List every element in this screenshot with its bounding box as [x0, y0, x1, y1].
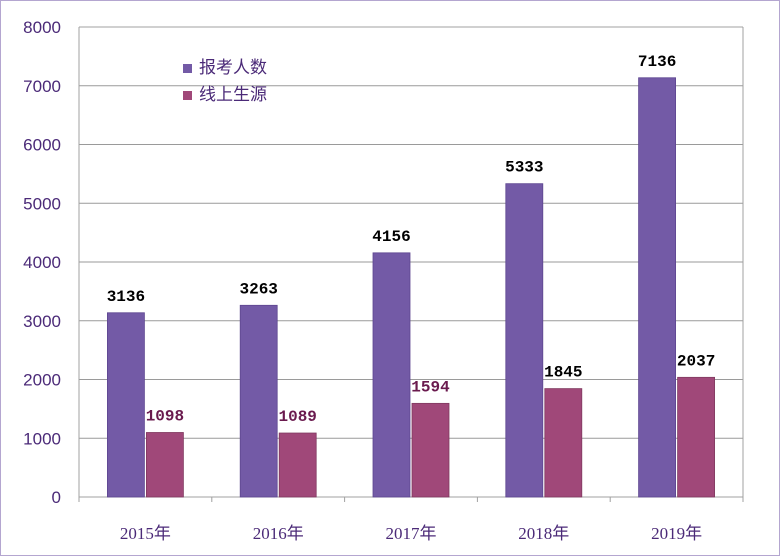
y-tick-label: 7000: [23, 77, 61, 96]
data-label-series-1: 5333: [505, 159, 543, 177]
legend-swatch: [183, 64, 192, 73]
bar-series-1: [638, 77, 676, 498]
bar-series-2: [677, 376, 715, 498]
y-tick-label: 8000: [23, 18, 61, 37]
data-label-series-2: 1098: [146, 407, 184, 425]
legend-label: 报考人数: [199, 58, 267, 78]
x-tick-label: 2019年: [651, 524, 702, 543]
y-tick-label: 0: [52, 488, 61, 507]
x-tick-label: 2017年: [386, 524, 437, 543]
bar-series-2: [544, 388, 583, 498]
data-label-series-1: 3136: [107, 288, 145, 306]
data-label-series-1: 4156: [372, 228, 410, 246]
legend-swatch: [183, 91, 192, 100]
data-label-series-1: 3263: [239, 280, 277, 298]
y-tick-label: 6000: [23, 136, 61, 155]
data-label-series-2: 1089: [278, 408, 316, 426]
y-tick-label: 2000: [23, 371, 61, 390]
data-label-series-1: 7136: [638, 53, 676, 71]
x-tick-label: 2016年: [253, 524, 304, 543]
y-tick-label: 3000: [23, 312, 61, 331]
y-tick-label: 5000: [23, 194, 61, 213]
data-label-series-2: 1594: [411, 378, 450, 396]
y-tick-label: 4000: [23, 253, 61, 272]
bar-series-1: [239, 304, 278, 498]
bar-series-1: [372, 252, 411, 498]
bar-series-1: [107, 312, 145, 498]
x-tick-label: 2018年: [518, 524, 569, 543]
legend-label: 线上生源: [199, 85, 267, 105]
data-label-series-2: 1845: [544, 364, 582, 382]
bar-series-2: [145, 432, 184, 498]
bar-series-2: [411, 402, 450, 498]
x-tick-label: 2015年: [120, 524, 171, 543]
data-label-series-2: 2037: [677, 352, 715, 370]
bar-series-1: [505, 183, 544, 498]
y-tick-label: 1000: [23, 429, 61, 448]
bar-series-2: [278, 432, 317, 498]
